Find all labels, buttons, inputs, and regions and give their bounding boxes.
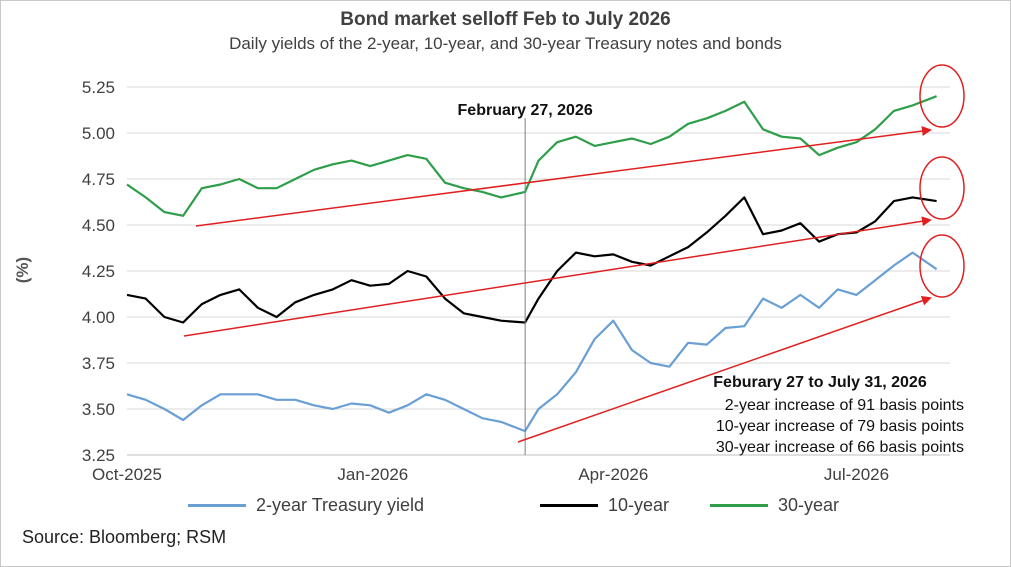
legend-label-2yr: 2-year Treasury yield: [256, 495, 425, 515]
legend-swatch-10yr: [540, 504, 598, 507]
y-tick-label: 3.75: [82, 354, 115, 373]
source-note: Source: Bloomberg; RSM: [22, 527, 227, 547]
legend-swatch-30yr: [710, 504, 768, 507]
annotation-box-line: 10-year increase of 79 basis points: [716, 418, 964, 435]
highlight-circle-30yr: [919, 64, 965, 128]
line-chart: 3.25 3.50 3.75 4.00 4.25 4.50 4.75 5.00 5.25 Oct…: [82, 64, 965, 484]
legend-label-10yr: 10-year: [608, 495, 670, 515]
y-tick-label: 5.00: [82, 124, 115, 143]
series-line-30yr: [126, 95, 937, 217]
legend-label-30yr: 30-year: [778, 495, 840, 515]
y-tick-label: 3.25: [82, 446, 115, 465]
series-lines: [126, 95, 938, 433]
chart-title: Bond market selloff Feb to July 2026: [340, 9, 671, 30]
x-tick-labels: Oct-2025 Jan-2026 Apr-2026 Jul-2026: [92, 465, 889, 484]
annotation-box-title: Feburary 27 to July 31, 2026: [713, 374, 927, 391]
y-tick-label: 5.25: [82, 78, 115, 97]
y-tick-label: 4.50: [82, 216, 115, 235]
legend-item-10yr: 10-year: [540, 495, 669, 516]
x-tick-label: Apr-2026: [578, 465, 648, 484]
highlight-circle-10yr: [919, 156, 965, 220]
y-tick-label: 4.75: [82, 170, 115, 189]
annotation-box-line: 2-year increase of 91 basis points: [725, 397, 964, 414]
trend-arrow-10yr: [183, 216, 932, 337]
highlight-circle-2yr: [919, 234, 965, 298]
gridlines: [127, 86, 950, 456]
trend-arrow-2yr: [517, 295, 932, 443]
annotation-box-line: 30-year increase of 66 basis points: [716, 439, 964, 456]
legend: 2-year Treasury yield 10-year 30-year: [0, 495, 1011, 521]
trend-arrow-30yr: [195, 126, 932, 227]
series-line-10yr: [126, 196, 937, 324]
y-tick-label: 4.00: [82, 308, 115, 327]
y-tick-label: 3.50: [82, 400, 115, 419]
legend-item-2yr: 2-year Treasury yield: [188, 495, 424, 516]
legend-swatch-2yr: [188, 504, 246, 507]
chart-subtitle: Daily yields of the 2-year, 10-year, and…: [229, 34, 782, 53]
y-tick-label: 4.25: [82, 262, 115, 281]
y-tick-labels: 3.25 3.50 3.75 4.00 4.25 4.50 4.75 5.00 5.25: [82, 78, 115, 465]
x-tick-label: Jul-2026: [824, 465, 889, 484]
vertical-marker-label: February 27, 2026: [458, 102, 593, 119]
x-tick-label: Jan-2026: [337, 465, 408, 484]
annotations: February 27, 2026 Feburary 27 to July 31,…: [183, 64, 965, 456]
x-tick-label: Oct-2025: [92, 465, 162, 484]
legend-item-30yr: 30-year: [710, 495, 839, 516]
series-line-2yr: [126, 251, 938, 433]
